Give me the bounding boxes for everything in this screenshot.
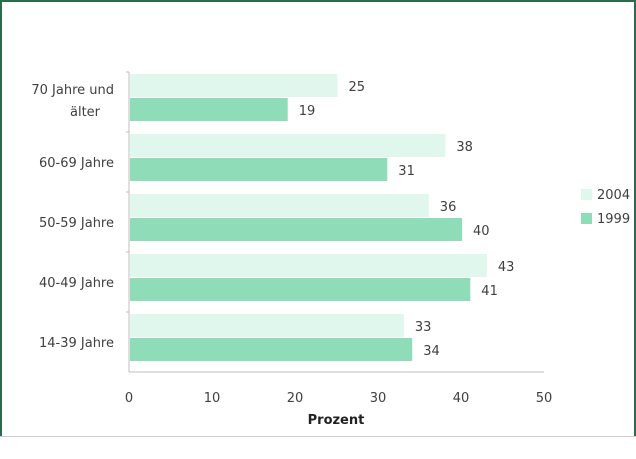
data-label-2004-0: 25 xyxy=(349,80,366,95)
bar-2004-2 xyxy=(130,194,429,217)
bars-group xyxy=(126,71,487,361)
bar-2004-4 xyxy=(130,314,404,337)
bar-2004-1 xyxy=(130,134,446,157)
x-axis-title: Prozent xyxy=(308,413,365,428)
category-label-0-1: älter xyxy=(70,105,101,120)
legend-swatch-2004 xyxy=(581,189,592,200)
category-label-1-0: 60-69 Jahre xyxy=(39,156,114,171)
category-label-0-0: 70 Jahre und xyxy=(31,83,114,98)
data-label-1999-4: 34 xyxy=(423,344,440,359)
bar-1999-4 xyxy=(130,338,413,361)
legend-swatch-1999 xyxy=(581,213,592,224)
bar-2004-3 xyxy=(130,254,487,277)
data-label-1999-0: 19 xyxy=(299,104,316,119)
legend-label-2004: 2004 xyxy=(597,188,630,203)
bar-2004-0 xyxy=(130,74,338,97)
x-tick-label-5: 50 xyxy=(536,391,553,406)
legend: 2004 1999 xyxy=(581,188,630,227)
x-tick-label-0: 0 xyxy=(125,391,133,406)
data-label-1999-2: 40 xyxy=(473,224,490,239)
bar-1999-3 xyxy=(130,278,471,301)
data-label-2004-1: 38 xyxy=(456,140,473,155)
bottom-divider xyxy=(0,436,636,437)
x-tick-label-3: 30 xyxy=(370,391,387,406)
data-label-2004-4: 33 xyxy=(415,320,432,335)
labels-group: 25 19 70 Jahre und älter 38 31 60-69 Jahre 36 40… xyxy=(31,80,552,406)
category-label-2-0: 50-59 Jahre xyxy=(39,216,114,231)
data-label-1999-1: 31 xyxy=(398,164,415,179)
x-tick-label-2: 20 xyxy=(287,391,304,406)
bar-1999-2 xyxy=(130,218,462,241)
chart-frame xyxy=(0,0,636,436)
x-tick-label-1: 10 xyxy=(204,391,221,406)
bar-1999-1 xyxy=(130,158,388,181)
data-label-1999-3: 41 xyxy=(481,284,498,299)
data-label-2004-3: 43 xyxy=(498,260,515,275)
legend-label-1999: 1999 xyxy=(597,212,630,227)
x-tick-label-4: 40 xyxy=(453,391,470,406)
category-label-3-0: 40-49 Jahre xyxy=(39,276,114,291)
data-label-2004-2: 36 xyxy=(440,200,457,215)
category-label-4-0: 14-39 Jahre xyxy=(39,336,114,351)
bar-1999-0 xyxy=(130,98,288,121)
